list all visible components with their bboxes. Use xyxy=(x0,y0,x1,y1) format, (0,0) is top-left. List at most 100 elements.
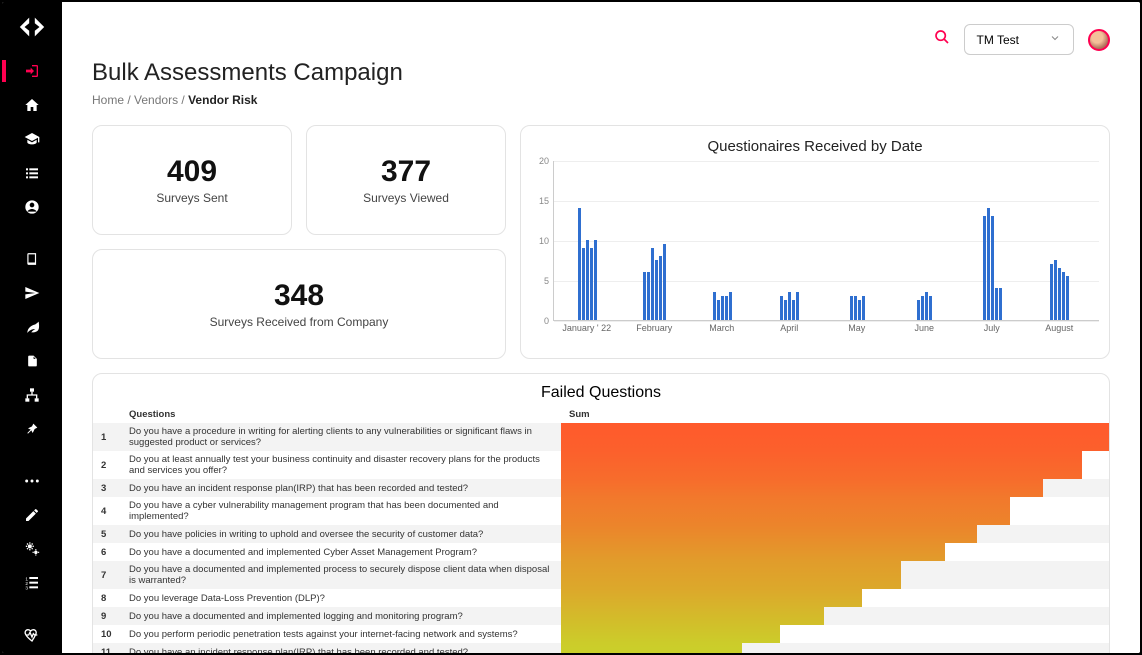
chart-bar xyxy=(582,248,585,320)
heartbeat-icon[interactable] xyxy=(2,618,62,652)
stat-card-viewed: 377 Surveys Viewed xyxy=(306,125,506,235)
chart-bar-group xyxy=(850,296,865,320)
col-questions: Questions xyxy=(121,406,561,423)
home-icon[interactable] xyxy=(2,88,62,122)
pin-icon[interactable] xyxy=(2,412,62,446)
x-tick-label: February xyxy=(636,323,672,333)
search-icon[interactable] xyxy=(934,29,950,50)
gears-icon[interactable] xyxy=(2,532,62,566)
sidebar: 123 xyxy=(2,2,62,653)
row-index: 1 xyxy=(93,423,121,451)
row-question: Do you have an incident response plan(IR… xyxy=(121,479,561,497)
more-icon[interactable] xyxy=(2,464,62,498)
book-icon[interactable] xyxy=(2,242,62,276)
crumb-vendors[interactable]: Vendors xyxy=(134,93,178,107)
org-selector[interactable]: TM Test xyxy=(964,24,1074,55)
row-question: Do you have a procedure in writing for a… xyxy=(121,423,561,451)
chart-bar xyxy=(858,300,861,320)
x-tick-label: March xyxy=(709,323,734,333)
send-icon[interactable] xyxy=(2,276,62,310)
table-row: 5Do you have policies in writing to upho… xyxy=(93,525,1109,543)
y-tick: 20 xyxy=(539,156,549,166)
chart-bar-group xyxy=(578,208,597,320)
row-question: Do you have a documented and implemented… xyxy=(121,607,561,625)
col-sum: Sum xyxy=(561,406,1109,423)
row-index: 6 xyxy=(93,543,121,561)
x-tick-label: June xyxy=(914,323,934,333)
table-row: 10Do you perform periodic penetration te… xyxy=(93,625,1109,643)
login-icon[interactable] xyxy=(2,54,62,88)
row-index: 3 xyxy=(93,479,121,497)
stat-sent-value: 409 xyxy=(167,155,217,189)
row-sum-bar xyxy=(561,451,1109,479)
breadcrumb: Home / Vendors / Vendor Risk xyxy=(92,93,1110,107)
table-row: 8Do you leverage Data-Loss Prevention (D… xyxy=(93,589,1109,607)
y-tick: 15 xyxy=(539,196,549,206)
row-sum-bar xyxy=(561,607,1109,625)
row-sum-bar xyxy=(561,543,1109,561)
avatar[interactable] xyxy=(1088,29,1110,51)
table-row: 4Do you have a cyber vulnerability manag… xyxy=(93,497,1109,525)
chart-card: Questionaires Received by Date 05101520 … xyxy=(520,125,1110,359)
chart-plot xyxy=(553,161,1099,321)
chart-bar-group xyxy=(780,292,799,320)
failed-questions-title: Failed Questions xyxy=(93,384,1109,402)
chart-bar xyxy=(983,216,986,320)
chart-bar xyxy=(725,296,728,320)
chart-bar xyxy=(659,256,662,320)
row-index: 7 xyxy=(93,561,121,589)
x-tick-label: January ' 22 xyxy=(562,323,611,333)
chart-bar xyxy=(717,300,720,320)
chart-bar xyxy=(594,240,597,320)
edit-icon[interactable] xyxy=(2,498,62,532)
graduation-icon[interactable] xyxy=(2,122,62,156)
chart-bar xyxy=(987,208,990,320)
stat-viewed-label: Surveys Viewed xyxy=(363,191,449,205)
chart-bar xyxy=(854,296,857,320)
chart-bar xyxy=(788,292,791,320)
chart-bar xyxy=(1054,260,1057,320)
chart-bar xyxy=(1050,264,1053,320)
row-sum-bar xyxy=(561,643,1109,653)
brand-logo xyxy=(17,12,47,42)
chart-bar xyxy=(862,296,865,320)
leaf-icon[interactable] xyxy=(2,310,62,344)
row-index: 10 xyxy=(93,625,121,643)
chart-bar xyxy=(586,240,589,320)
row-question: Do you have a documented and implemented… xyxy=(121,561,561,589)
file-icon[interactable] xyxy=(2,344,62,378)
chart-bar-group xyxy=(1050,260,1069,320)
row-sum-bar xyxy=(561,561,1109,589)
chart-bar xyxy=(929,296,932,320)
x-tick-label: August xyxy=(1045,323,1073,333)
chart-bar xyxy=(1066,276,1069,320)
chart-bar xyxy=(921,296,924,320)
sitemap-icon[interactable] xyxy=(2,378,62,412)
x-tick-label: May xyxy=(848,323,865,333)
crumb-home[interactable]: Home xyxy=(92,93,124,107)
chart-bar xyxy=(713,292,716,320)
crumb-current: Vendor Risk xyxy=(188,93,257,107)
table-row: 3Do you have an incident response plan(I… xyxy=(93,479,1109,497)
chart-y-axis: 05101520 xyxy=(531,161,553,321)
main-content: TM Test Bulk Assessments Campaign Home /… xyxy=(62,2,1140,653)
table-row: 6Do you have a documented and implemente… xyxy=(93,543,1109,561)
chart-bar xyxy=(780,296,783,320)
user-circle-icon[interactable] xyxy=(2,190,62,224)
table-row: 1Do you have a procedure in writing for … xyxy=(93,423,1109,451)
chart-bar-group xyxy=(643,244,666,320)
chart-bar xyxy=(850,296,853,320)
chart-bar xyxy=(991,216,994,320)
failed-questions-card: Failed Questions Questions Sum 1Do you h… xyxy=(92,373,1110,653)
chart-bar xyxy=(796,292,799,320)
list-icon[interactable] xyxy=(2,156,62,190)
chart-bar-group xyxy=(917,292,932,320)
numbered-list-icon[interactable]: 123 xyxy=(2,566,62,600)
chart-bar xyxy=(1058,268,1061,320)
stat-sent-label: Surveys Sent xyxy=(156,191,227,205)
svg-text:3: 3 xyxy=(25,586,28,591)
row-question: Do you have policies in writing to uphol… xyxy=(121,525,561,543)
y-tick: 10 xyxy=(539,236,549,246)
chart-bar xyxy=(925,292,928,320)
table-row: 11Do you have an incident response plan(… xyxy=(93,643,1109,653)
